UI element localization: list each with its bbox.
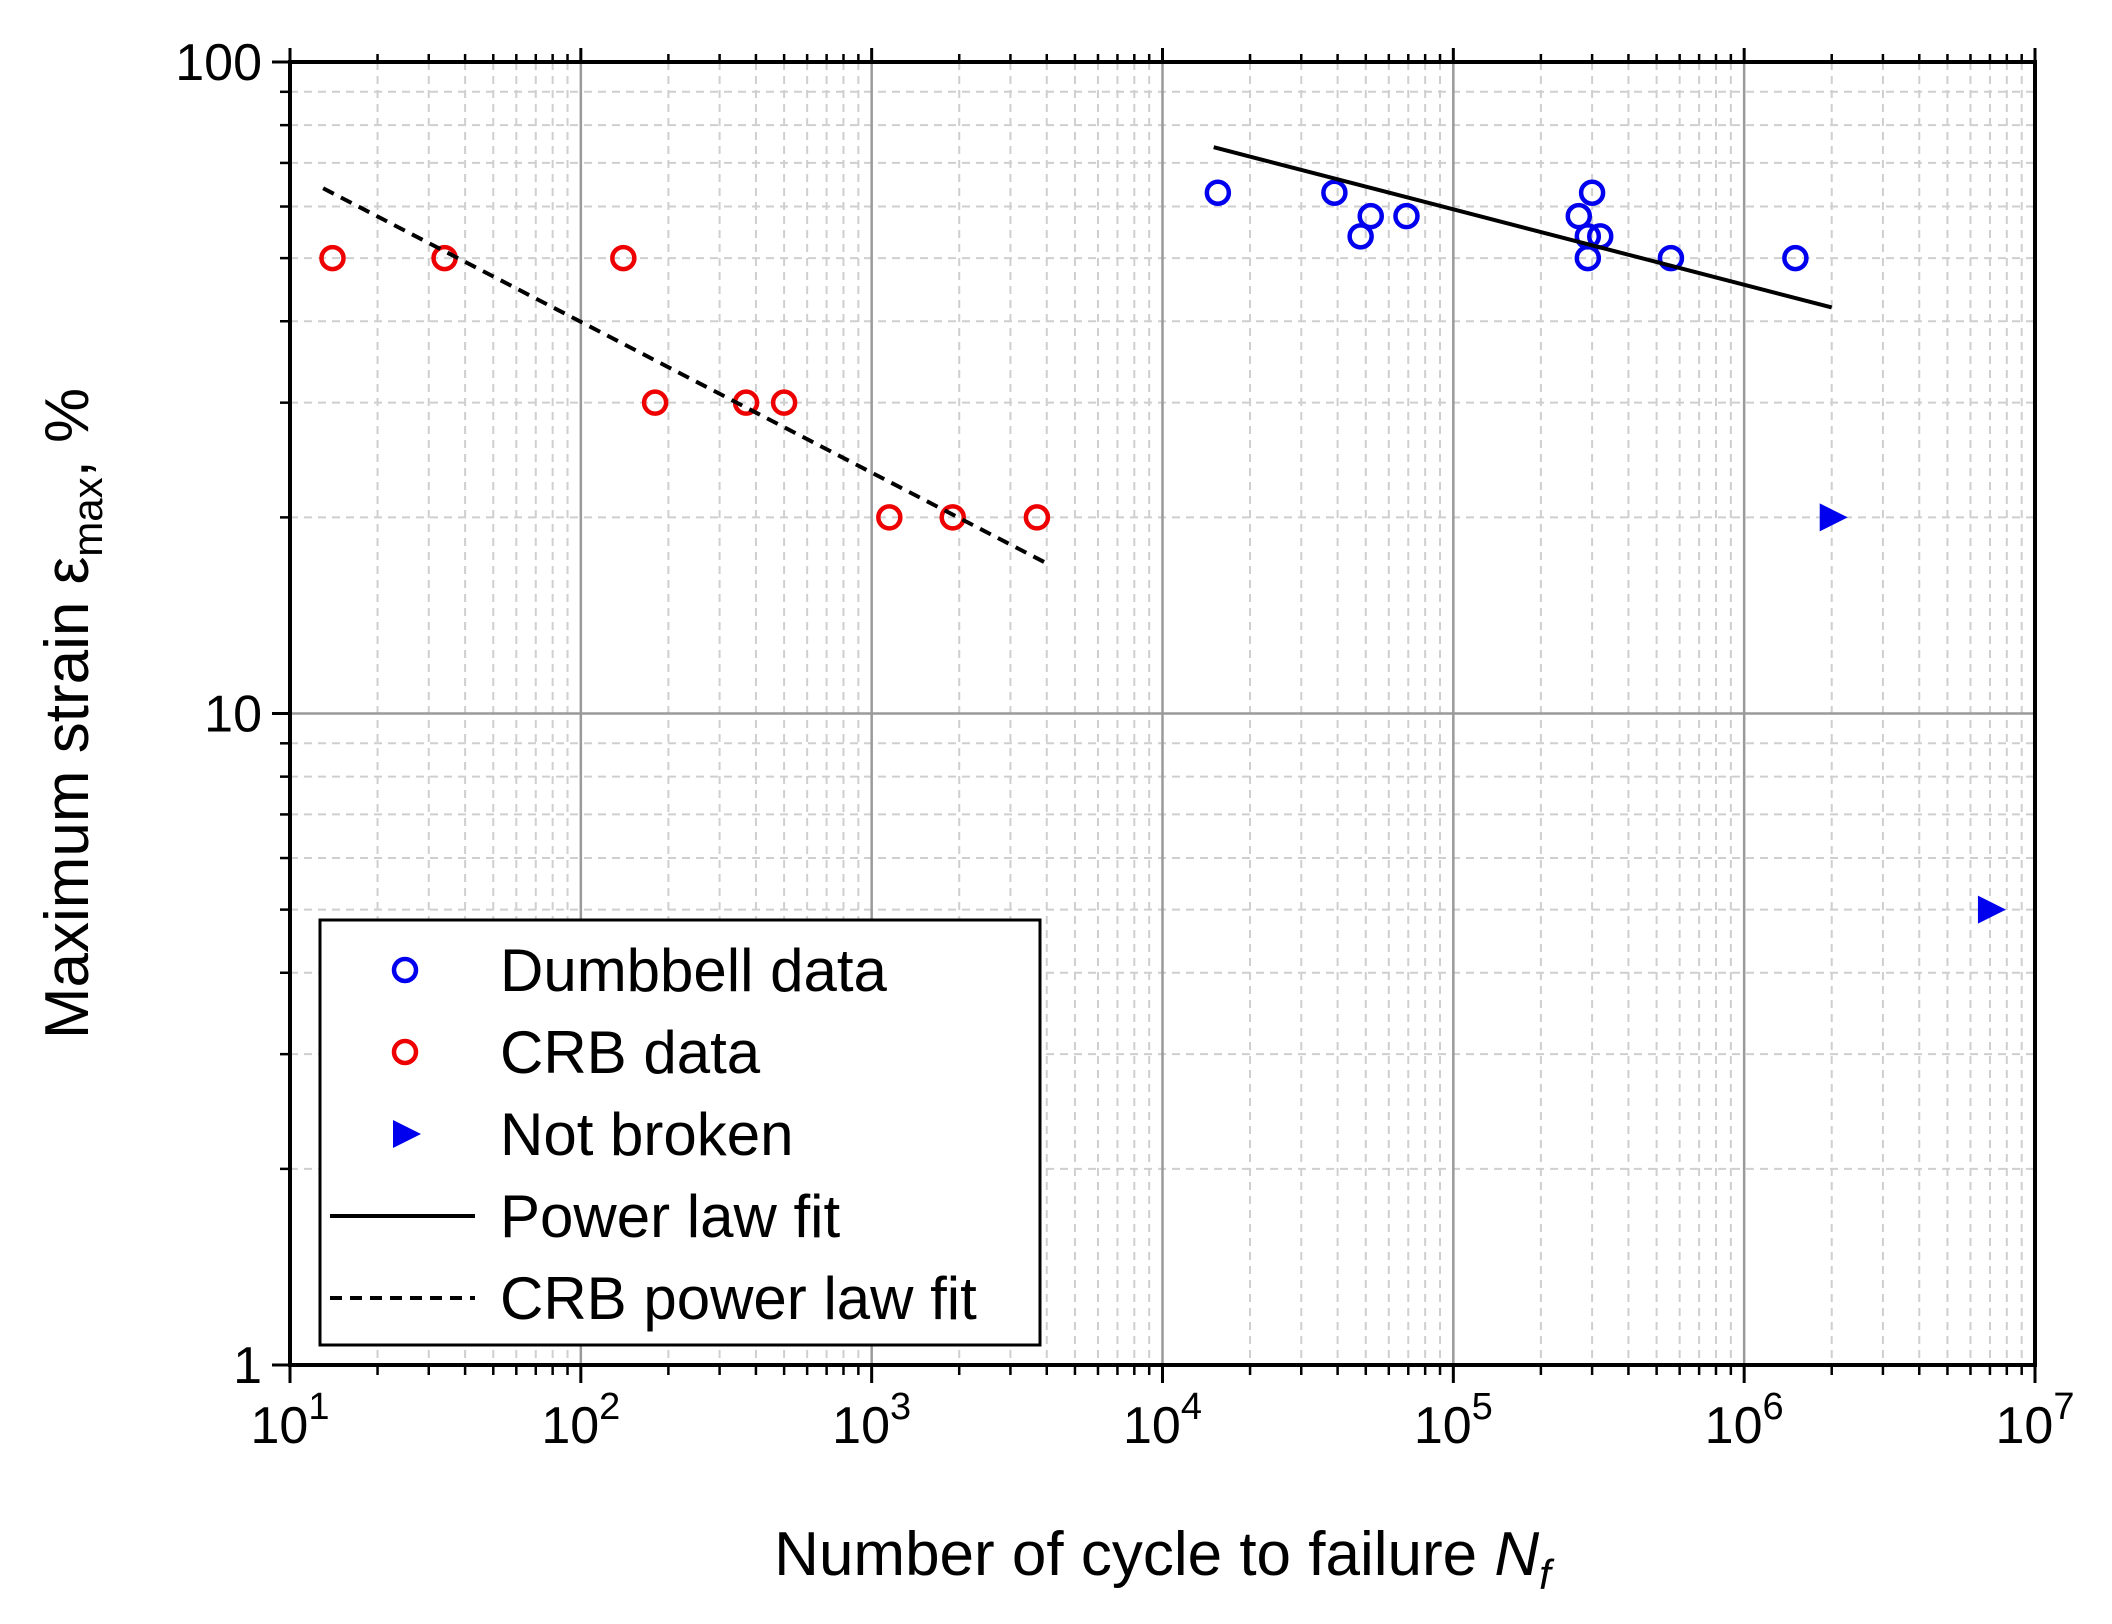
legend-box bbox=[318, 918, 1042, 1347]
x-axis-title: Number of cycle to failure Nf bbox=[774, 1520, 1555, 1598]
series-dumbbell-data-point bbox=[1782, 244, 1809, 272]
series-dumbbell-data-point bbox=[1204, 179, 1232, 206]
series-crb-data-point bbox=[641, 389, 669, 416]
series-dumbbell-data-point bbox=[1657, 244, 1685, 272]
x-tick-label: 102 bbox=[541, 1386, 620, 1455]
series-power-law-fit-line bbox=[1213, 145, 1833, 310]
series-dumbbell-data-point bbox=[1321, 179, 1348, 206]
series-not-broken-point bbox=[1819, 503, 1848, 532]
plot-frame bbox=[288, 60, 2037, 1367]
series-group bbox=[319, 145, 2006, 924]
series-crb-data-point bbox=[876, 504, 903, 531]
y-tick-label: 100 bbox=[175, 34, 262, 92]
series-crb-data-point bbox=[319, 244, 346, 272]
series-dumbbell-data-point bbox=[1393, 202, 1420, 230]
series-not-broken-point bbox=[1977, 895, 2006, 924]
series-crb-power-law-fit-line bbox=[322, 186, 1048, 566]
series-dumbbell-data-point bbox=[1574, 244, 1602, 272]
series-dumbbell-data-point bbox=[1578, 179, 1606, 206]
x-tick-label: 101 bbox=[251, 1386, 330, 1455]
legend-label: Dumbbell data bbox=[500, 937, 888, 1004]
legend-label: Not broken bbox=[500, 1101, 794, 1168]
y-tick-label: 10 bbox=[204, 686, 262, 744]
x-tick-label: 107 bbox=[1996, 1386, 2075, 1455]
x-tick-label: 106 bbox=[1705, 1386, 1784, 1455]
legend-label: CRB data bbox=[500, 1019, 761, 1086]
y-axis-title: Maximum strain εmax, % bbox=[33, 388, 111, 1039]
legend-label: CRB power law fit bbox=[500, 1265, 977, 1332]
series-crb-data-point bbox=[610, 244, 637, 272]
legend: Dumbbell data CRB data Not broken Power law… bbox=[318, 918, 1042, 1347]
legend-symbol bbox=[393, 1120, 421, 1148]
series-dumbbell-data-point bbox=[1357, 202, 1384, 230]
legend-symbol bbox=[391, 956, 419, 984]
series-dumbbell-data-point bbox=[1347, 223, 1374, 250]
legend-label: Power law fit bbox=[500, 1183, 840, 1250]
y-tick-label: 1 bbox=[233, 1337, 262, 1395]
x-tick-label: 104 bbox=[1123, 1386, 1202, 1455]
series-crb-data-point bbox=[770, 389, 798, 416]
series-crb-data-point bbox=[1023, 504, 1051, 531]
x-tick-label: 105 bbox=[1414, 1386, 1493, 1455]
legend-symbol bbox=[391, 1038, 419, 1066]
series-crb-data-point bbox=[939, 504, 966, 531]
x-tick-label: 103 bbox=[832, 1386, 911, 1455]
